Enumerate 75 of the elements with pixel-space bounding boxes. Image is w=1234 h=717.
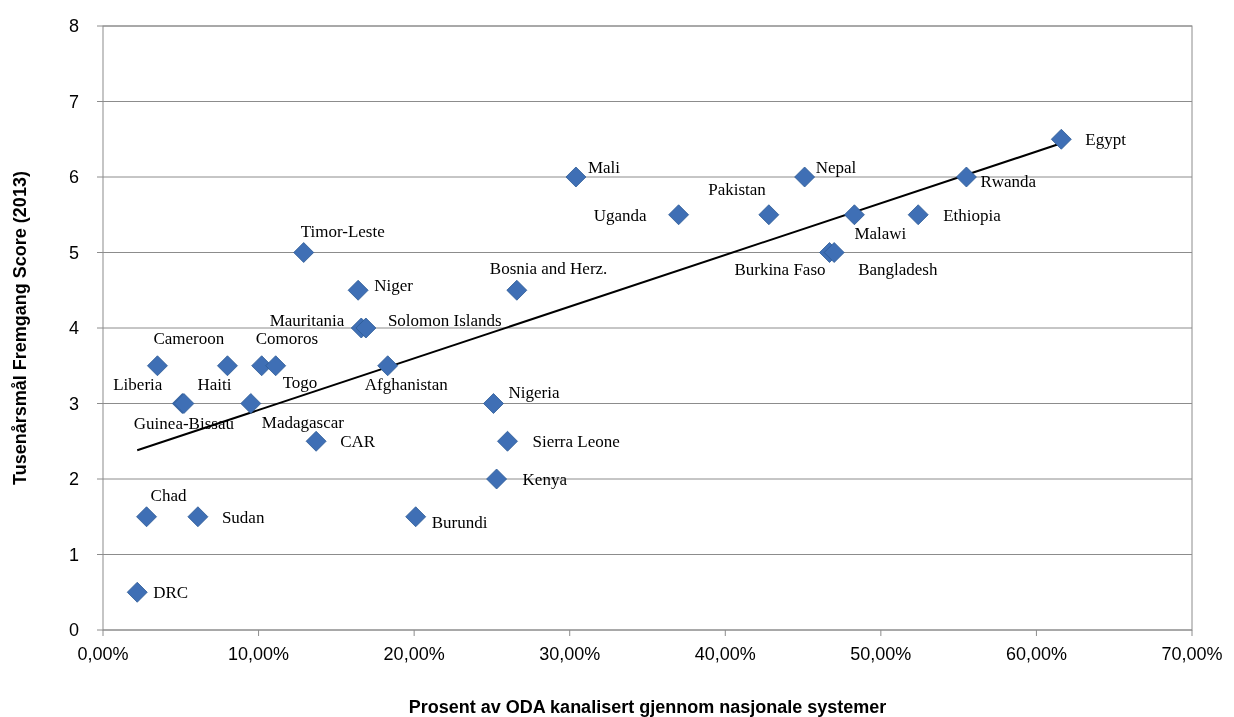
point [240, 393, 262, 414]
annotation: Sierra Leone [532, 432, 620, 452]
annotation: Nepal [815, 158, 857, 177]
point [147, 355, 168, 377]
annotation: Mali [587, 158, 621, 177]
x-tick-label: 40,00% [694, 644, 756, 664]
annotation: Bosnia and Herz. [489, 259, 608, 279]
annotation: Mauritania [269, 311, 345, 330]
point [355, 317, 377, 339]
annotation: Madagascar [261, 412, 345, 432]
point [136, 506, 157, 528]
point [823, 242, 845, 263]
annotation: Kenya [522, 470, 568, 489]
y-tick-label: 2 [68, 469, 79, 490]
y-tick-label: 1 [68, 544, 79, 565]
y-tick-label: 8 [68, 16, 79, 37]
annotation: DRC [153, 583, 189, 603]
point [347, 279, 369, 301]
point [126, 581, 148, 603]
annotation: Togo [282, 372, 318, 392]
annotation: Sudan [221, 507, 265, 527]
point [483, 393, 504, 414]
y-tick-label: 3 [68, 393, 79, 414]
annotation: Niger [374, 276, 414, 296]
point [956, 166, 977, 188]
y-tick-label: 0 [68, 620, 79, 641]
point [668, 204, 690, 226]
x-axis-title: Prosent av ODA kanalisert gjennom nasjonale systemer [408, 697, 887, 717]
annotation: Burkina Faso [734, 259, 826, 279]
point [1050, 128, 1072, 150]
point [758, 204, 780, 226]
point [265, 355, 287, 377]
annotation: Bangladesh [858, 259, 938, 279]
point [377, 355, 399, 377]
annotation: Timor-Leste [300, 221, 385, 241]
annotation: Malawi [854, 223, 907, 243]
x-tick-label: 20,00% [383, 644, 445, 664]
annotation: Liberia [113, 374, 163, 394]
annotation: Uganda [593, 205, 648, 225]
x-tick-label: 10,00% [228, 644, 290, 664]
point [405, 506, 427, 528]
annotation: Nigeria [508, 382, 560, 402]
annotation: Solomon Islands [387, 311, 502, 330]
point [217, 355, 238, 377]
y-axis-title: Tusenårsmål Fremgang Score (2013) [10, 171, 30, 485]
point [305, 430, 327, 452]
point [907, 204, 929, 226]
x-tick-label: 50,00% [850, 644, 912, 664]
x-tick-label: 60,00% [1005, 644, 1067, 664]
annotation: Chad [150, 485, 187, 505]
annotation: Comoros [255, 328, 319, 348]
point [293, 242, 315, 263]
annotation: Afghanistan [364, 374, 449, 394]
annotation: Haiti [197, 374, 232, 394]
y-tick-label: 5 [68, 242, 79, 263]
y-tick-label: 4 [68, 318, 79, 339]
annotation: Cameroon [153, 328, 225, 348]
x-tick-label: 30,00% [539, 644, 601, 664]
y-tick-label: 7 [68, 91, 79, 112]
annotation: CAR [340, 432, 376, 452]
point [187, 506, 209, 528]
x-tick-label: 0,00% [77, 644, 129, 664]
annotation: Burundi [431, 512, 488, 532]
x-tick-label: 70,00% [1161, 644, 1223, 664]
annotation: Egypt [1085, 130, 1127, 150]
point [486, 468, 507, 490]
point [844, 204, 865, 226]
annotation: Pakistan [708, 179, 767, 199]
annotation: Ethiopia [943, 205, 1002, 225]
point [565, 166, 587, 188]
point [506, 279, 528, 301]
y-tick-label: 6 [68, 167, 79, 188]
point [497, 430, 518, 452]
annotation: Rwanda [980, 172, 1037, 191]
point [794, 166, 816, 188]
